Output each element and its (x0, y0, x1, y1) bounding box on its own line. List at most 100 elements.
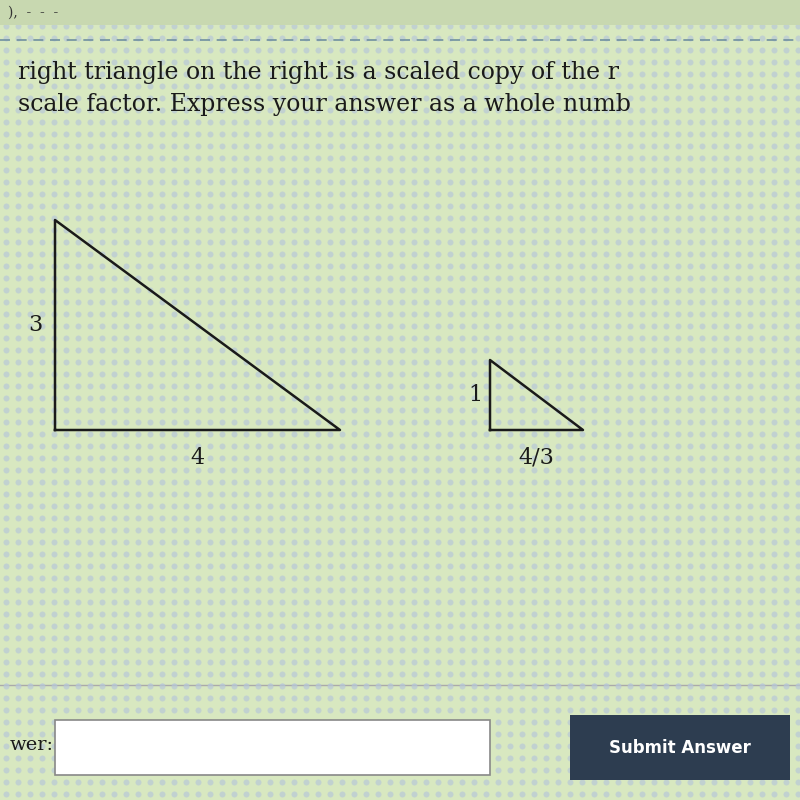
Point (635, 704, 648, 717)
Point (288, 56, 301, 69)
Point (587, 679, 600, 692)
Point (539, 248, 552, 261)
Point (131, 595, 145, 608)
Point (384, 715, 397, 728)
Text: scale factor. Express your answer as a whole numb: scale factor. Express your answer as a w… (18, 94, 631, 117)
Point (192, 127, 205, 141)
Point (515, 115, 528, 128)
Point (155, 704, 169, 717)
Point (648, 152, 661, 165)
Point (35, 7, 48, 20)
Point (624, 584, 637, 597)
Point (731, 499, 744, 513)
Point (552, 176, 565, 189)
Text: Submit Answer: Submit Answer (609, 739, 751, 757)
Point (683, 319, 696, 333)
Point (755, 608, 768, 621)
Point (323, 691, 337, 705)
Point (240, 608, 253, 621)
Point (323, 487, 337, 501)
Point (299, 319, 312, 333)
Point (203, 211, 216, 224)
Point (576, 728, 589, 741)
Point (708, 656, 721, 669)
Point (179, 608, 193, 621)
Point (131, 704, 145, 717)
Point (179, 643, 193, 656)
Point (107, 776, 121, 789)
Point (432, 512, 445, 525)
Point (624, 776, 637, 789)
Point (659, 223, 672, 237)
Point (168, 715, 181, 728)
Point (227, 679, 240, 692)
Point (155, 523, 169, 536)
Point (648, 704, 661, 717)
Point (563, 787, 576, 800)
Point (24, 776, 37, 789)
Point (683, 656, 696, 669)
Point (203, 776, 216, 789)
Point (768, 283, 781, 296)
Point (131, 704, 145, 717)
Point (251, 523, 264, 536)
Point (539, 103, 552, 116)
Point (563, 187, 576, 200)
Point (768, 235, 781, 248)
Point (0, 787, 13, 800)
Point (744, 679, 757, 692)
Point (72, 619, 85, 632)
Point (179, 440, 193, 453)
Point (240, 704, 253, 717)
Point (251, 187, 264, 200)
Point (192, 331, 205, 344)
Point (504, 344, 517, 357)
Point (168, 7, 181, 20)
Point (396, 115, 409, 128)
Point (504, 715, 517, 728)
Point (347, 728, 360, 741)
Point (515, 259, 528, 272)
Point (360, 355, 373, 368)
Point (336, 31, 349, 44)
Point (600, 139, 613, 152)
Point (155, 152, 169, 165)
Point (600, 319, 613, 333)
Point (60, 728, 72, 741)
Point (672, 380, 685, 393)
Point (360, 56, 373, 69)
Point (731, 776, 744, 789)
Point (635, 451, 648, 464)
Point (672, 355, 685, 368)
Point (48, 103, 61, 116)
Point (203, 355, 216, 368)
Point (515, 31, 528, 44)
Point (24, 115, 37, 128)
Point (24, 536, 37, 549)
Point (0, 656, 13, 669)
Point (672, 679, 685, 692)
Point (456, 331, 469, 344)
Point (515, 380, 528, 393)
Point (792, 272, 800, 285)
Point (635, 776, 648, 789)
Point (107, 19, 121, 32)
Point (11, 715, 24, 728)
Point (35, 475, 48, 488)
Point (587, 235, 600, 248)
Point (60, 763, 72, 776)
Point (144, 691, 157, 705)
Point (144, 728, 157, 741)
Point (155, 512, 169, 525)
Point (587, 68, 600, 81)
Point (720, 776, 733, 789)
Point (635, 679, 648, 692)
Point (216, 427, 229, 440)
Point (360, 31, 373, 44)
Point (144, 403, 157, 416)
Point (407, 68, 421, 81)
Point (96, 656, 109, 669)
Point (35, 0, 48, 8)
Point (251, 319, 264, 333)
Point (384, 403, 397, 416)
